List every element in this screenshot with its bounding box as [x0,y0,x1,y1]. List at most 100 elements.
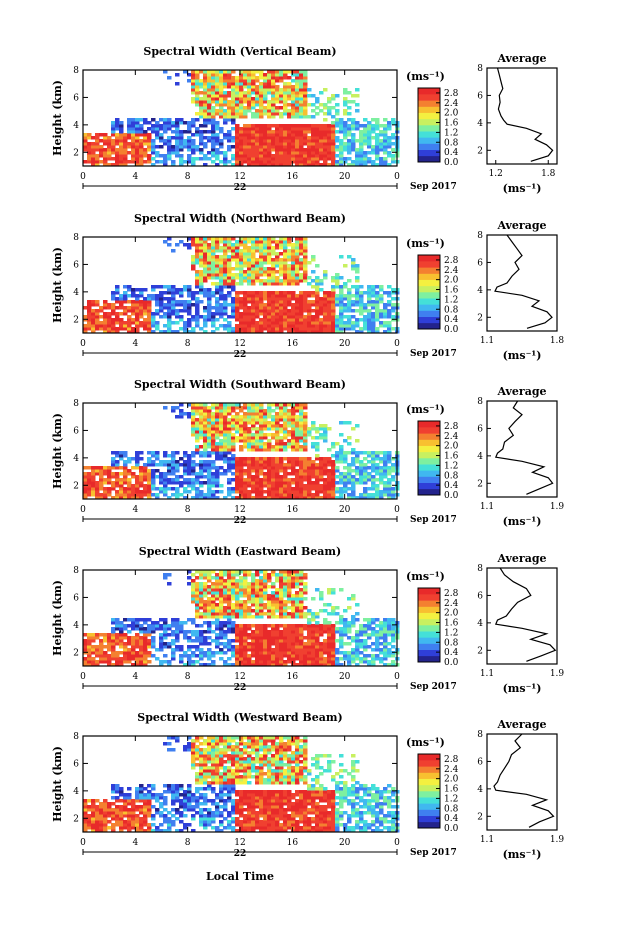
heatmap-cell [115,321,120,325]
heatmap-cell [295,127,300,131]
heatmap-cell [279,436,284,440]
heatmap-cell [139,657,144,661]
heatmap-cell [215,615,220,619]
heatmap-cell [291,115,296,119]
heatmap-cell [195,127,200,131]
heatmap-cell [223,70,228,74]
heatmap-cell [83,315,88,319]
heatmap-cell [351,460,356,464]
heatmap-cell [139,624,144,628]
heatmap-cell [383,127,388,131]
heatmap-cell [211,261,216,265]
heatmap-cell [343,421,348,425]
heatmap-cell [223,255,228,259]
heatmap-cell [87,309,92,313]
heatmap-cell [219,606,224,610]
heatmap-cell [239,76,244,80]
heatmap-cell [215,424,220,428]
heatmap-cell [223,282,228,286]
heatmap-cell [303,103,308,107]
heatmap-cell [223,249,228,253]
heatmap-cell [219,415,224,419]
heatmap-cell [307,327,312,331]
heatmap-cell [367,493,372,497]
heatmap-cell [115,330,120,334]
heatmap-cell [87,157,92,161]
heatmap-cell [215,276,220,280]
heatmap-cell [287,124,292,128]
heatmap-cell [275,324,280,328]
heatmap-cell [231,306,236,310]
heatmap-cell [223,312,228,316]
heatmap-cell [267,403,272,407]
heatmap-cell [307,484,312,488]
heatmap-cell [263,267,268,271]
heatmap-cell [259,472,264,476]
heatmap-cell [195,490,200,494]
heatmap-cell [223,651,228,655]
heatmap-cell [143,648,148,652]
heatmap-cell [287,300,292,304]
heatmap-cell [119,154,124,158]
heatmap-cell [239,82,244,86]
heatmap-cell [107,321,112,325]
heatmap-cell [127,484,132,488]
heatmap-cell [231,109,236,113]
heatmap-cell [251,136,256,140]
heatmap-cell [367,315,372,319]
heatmap-cell [159,136,164,140]
heatmap-cell [251,246,256,250]
heatmap-cell [223,94,228,98]
heatmap-cell [235,151,240,155]
heatmap-cell [331,154,336,158]
heatmap-cell [191,594,196,598]
heatmap-cell [287,97,292,101]
heatmap-cell [235,657,240,661]
colorbar-tick-label: 0.0 [444,491,459,501]
heatmap-cell [95,315,100,319]
heatmap-cell [243,139,248,143]
heatmap-cell [135,145,140,149]
heatmap-cell [383,133,388,137]
heatmap-cell [91,330,96,334]
heatmap-cell [247,264,252,268]
heatmap-cell [291,312,296,316]
heatmap-cell [107,142,112,146]
heatmap-cell [195,70,200,74]
heatmap-cell [283,297,288,301]
heatmap-cell [227,573,232,577]
heatmap-cell [219,303,224,307]
heatmap-cell [155,321,160,325]
heatmap-cell [331,142,336,146]
heatmap-cell [223,472,228,476]
heatmap-cell [191,600,196,604]
heatmap-cell [231,154,236,158]
heatmap-cell [243,79,248,83]
heatmap-cell [111,127,116,131]
heatmap-cell [219,621,224,625]
heatmap-cell [235,76,240,80]
heatmap-cell [375,451,380,455]
heatmap-cell [211,294,216,298]
heatmap-cell [227,463,232,467]
heatmap-cell [247,490,252,494]
heatmap-cell [319,91,324,95]
heatmap-cell [343,490,348,494]
heatmap-cell [299,115,304,119]
heatmap-cell [315,285,320,289]
heatmap-cell [207,588,212,592]
heatmap-cell [235,630,240,634]
heatmap-cell [159,139,164,143]
heatmap-cell [283,154,288,158]
heatmap-cell [215,642,220,646]
heatmap-cell [271,303,276,307]
heatmap-cell [239,487,244,491]
heatmap-cell [223,163,228,167]
heatmap-cell [119,493,124,497]
heatmap-cell [255,130,260,134]
heatmap-cell [203,460,208,464]
colorbar-swatch [418,155,440,163]
heatmap-cell [215,576,220,580]
heatmap-cell [99,654,104,658]
heatmap-cell [143,654,148,658]
